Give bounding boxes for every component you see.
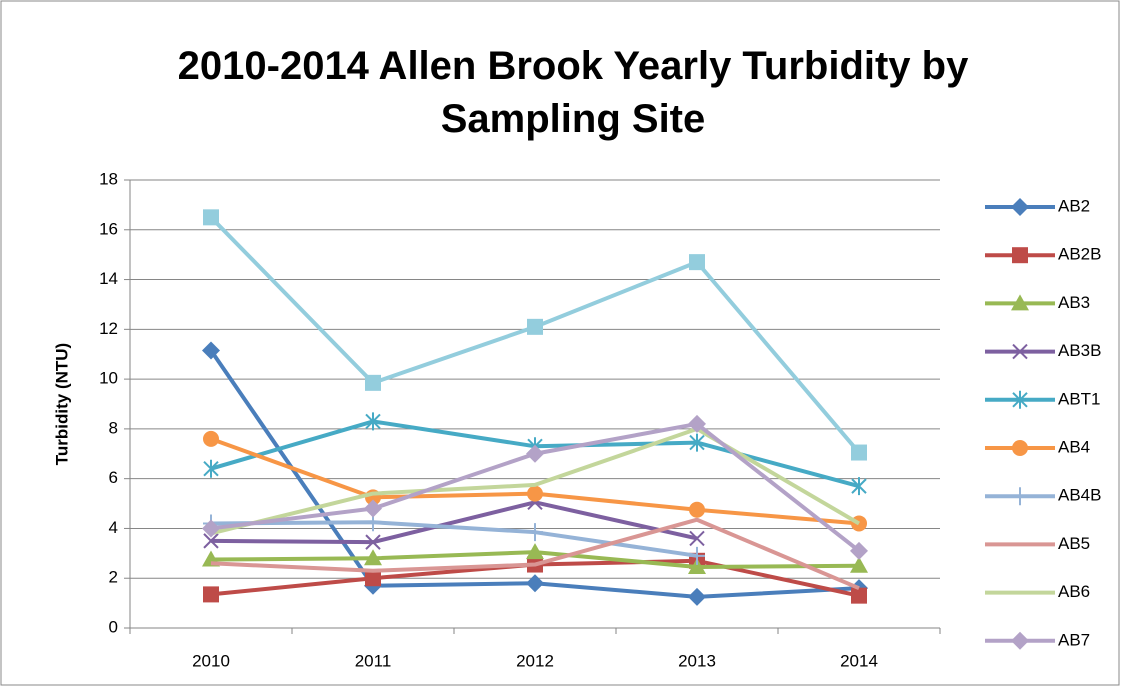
marker (1012, 343, 1028, 360)
y-tick-label: 6 (109, 468, 118, 487)
marker (851, 477, 867, 496)
legend-label: AB3B (1058, 341, 1101, 360)
series-line (210, 426, 861, 536)
marker (1012, 487, 1028, 506)
marker (1011, 294, 1029, 311)
legend-label: AB2 (1058, 196, 1090, 215)
x-tick-label: 2014 (840, 651, 878, 670)
marker (526, 444, 544, 463)
marker (689, 530, 705, 547)
x-tick-label: 2013 (678, 651, 716, 670)
marker (851, 587, 867, 604)
marker (202, 519, 220, 538)
marker (689, 433, 705, 452)
marker (365, 534, 381, 550)
marker (364, 499, 382, 518)
marker (1011, 631, 1029, 650)
marker (850, 541, 868, 560)
legend-label: AB6 (1058, 582, 1090, 601)
x-tick-label: 2011 (355, 651, 392, 670)
marker (1012, 390, 1028, 409)
series-line (210, 500, 698, 545)
marker (526, 574, 544, 593)
marker (1012, 440, 1028, 456)
marker (1011, 198, 1029, 216)
legend-label: AB4B (1058, 486, 1101, 505)
chart-title: 2010-2014 Allen Brook Yearly Turbidity b… (177, 44, 969, 141)
series-line (210, 517, 860, 591)
y-tick-label: 10 (99, 369, 118, 388)
marker (365, 570, 381, 587)
marker (364, 549, 382, 566)
legend-label: ABT1 (1058, 389, 1101, 408)
marker (527, 318, 543, 335)
marker (688, 587, 706, 606)
marker (688, 414, 706, 433)
y-tick-label: 2 (109, 568, 118, 587)
series-line (209, 215, 861, 454)
x-tick-label: 2012 (516, 651, 554, 670)
y-tick-label: 18 (99, 169, 118, 188)
y-tick-label: 14 (99, 269, 118, 288)
y-tick-label: 4 (109, 518, 118, 537)
marker (527, 523, 543, 542)
marker (203, 586, 219, 603)
marker (526, 543, 544, 560)
marker (689, 546, 705, 565)
marker (203, 459, 219, 478)
marker (365, 374, 381, 391)
marker (203, 533, 219, 549)
marker (203, 430, 219, 447)
marker (689, 254, 705, 271)
marker (689, 501, 705, 518)
legend-label: AB2B (1058, 245, 1101, 264)
legend-label: AB3 (1058, 293, 1090, 312)
y-axis-label: Turbidity (NTU) (52, 343, 71, 465)
marker (1012, 247, 1028, 264)
y-tick-label: 16 (99, 219, 118, 238)
marker (203, 209, 219, 226)
y-tick-label: 0 (109, 617, 118, 636)
legend-label: AB4 (1058, 437, 1090, 456)
marker (527, 485, 543, 502)
marker (688, 558, 706, 575)
marker (850, 556, 868, 573)
x-tick-label: 2010 (192, 651, 230, 670)
y-tick-label: 12 (99, 319, 118, 338)
legend-label: AB7 (1058, 630, 1090, 649)
marker (365, 412, 381, 431)
marker (202, 341, 220, 360)
legend-label: AB5 (1058, 534, 1090, 553)
marker (851, 444, 867, 461)
y-tick-label: 8 (109, 418, 118, 437)
